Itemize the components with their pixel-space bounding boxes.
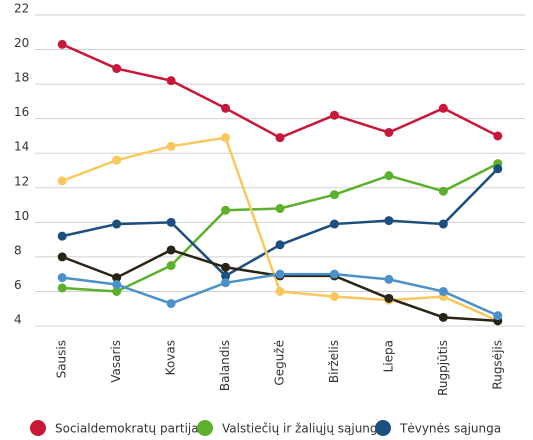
data-point bbox=[438, 312, 448, 322]
data-point bbox=[384, 171, 394, 181]
y-tick-label: 6 bbox=[14, 278, 22, 292]
series-line bbox=[61, 43, 499, 139]
data-point bbox=[493, 311, 503, 321]
data-point bbox=[166, 261, 176, 271]
data-point bbox=[166, 76, 176, 86]
y-tick-label: 20 bbox=[14, 36, 29, 50]
data-point bbox=[57, 283, 67, 293]
legend-label: Tėvynės sąjunga bbox=[399, 422, 501, 436]
x-tick-label: Rugsėjis bbox=[490, 340, 504, 390]
data-point bbox=[275, 286, 285, 296]
data-point bbox=[384, 216, 394, 226]
data-point bbox=[438, 286, 448, 296]
legend-marker bbox=[197, 420, 213, 436]
data-point bbox=[384, 293, 394, 303]
data-point bbox=[493, 164, 503, 174]
y-tick-label: 4 bbox=[14, 313, 22, 327]
data-point bbox=[275, 204, 285, 214]
data-point bbox=[112, 280, 122, 290]
data-point bbox=[329, 190, 339, 200]
x-tick-label: Rugpjūtis bbox=[436, 340, 450, 396]
data-point bbox=[166, 299, 176, 309]
data-point bbox=[112, 219, 122, 229]
data-point bbox=[221, 271, 231, 281]
y-tick-label: 18 bbox=[14, 71, 29, 85]
data-point bbox=[166, 217, 176, 227]
x-tick-label: Sausis bbox=[55, 340, 69, 378]
y-tick-label: 12 bbox=[14, 174, 29, 188]
x-tick-label: Liepa bbox=[381, 340, 395, 372]
data-point bbox=[57, 273, 67, 283]
data-point bbox=[438, 219, 448, 229]
data-point bbox=[493, 131, 503, 141]
data-point bbox=[438, 103, 448, 113]
data-point bbox=[57, 252, 67, 262]
y-tick-label: 10 bbox=[14, 209, 29, 223]
x-tick-label: Balandis bbox=[218, 340, 232, 391]
data-point bbox=[329, 110, 339, 120]
data-point bbox=[57, 39, 67, 49]
data-point bbox=[275, 269, 285, 279]
data-point bbox=[438, 186, 448, 196]
legend-marker bbox=[30, 420, 46, 436]
data-point bbox=[384, 274, 394, 284]
data-point bbox=[329, 292, 339, 302]
data-point bbox=[112, 273, 122, 283]
data-point bbox=[221, 262, 231, 272]
legend-marker bbox=[375, 420, 391, 436]
data-point bbox=[329, 269, 339, 279]
data-point bbox=[112, 286, 122, 296]
data-point bbox=[57, 231, 67, 241]
x-tick-label: Birželis bbox=[327, 340, 341, 383]
data-point bbox=[221, 103, 231, 113]
data-point bbox=[329, 219, 339, 229]
y-tick-label: 16 bbox=[14, 105, 29, 119]
data-point bbox=[166, 245, 176, 255]
y-tick-label: 8 bbox=[14, 243, 22, 257]
x-tick-label: Gegužė bbox=[273, 340, 287, 386]
data-point bbox=[275, 240, 285, 250]
data-point bbox=[57, 176, 67, 186]
data-point bbox=[112, 155, 122, 165]
y-tick-label: 22 bbox=[14, 2, 29, 16]
legend-label: Socialdemokratų partija bbox=[55, 422, 199, 436]
legend-label: Valstiečių ir žaliųjų sąjunga bbox=[222, 422, 385, 436]
data-point bbox=[275, 133, 285, 143]
y-tick-label: 14 bbox=[14, 140, 29, 154]
x-tick-label: Kovas bbox=[164, 340, 178, 375]
data-point bbox=[384, 127, 394, 137]
data-point bbox=[221, 133, 231, 143]
data-point bbox=[221, 205, 231, 215]
data-point bbox=[166, 141, 176, 151]
x-tick-label: Vasaris bbox=[109, 340, 123, 383]
data-point bbox=[221, 278, 231, 288]
data-point bbox=[112, 64, 122, 74]
